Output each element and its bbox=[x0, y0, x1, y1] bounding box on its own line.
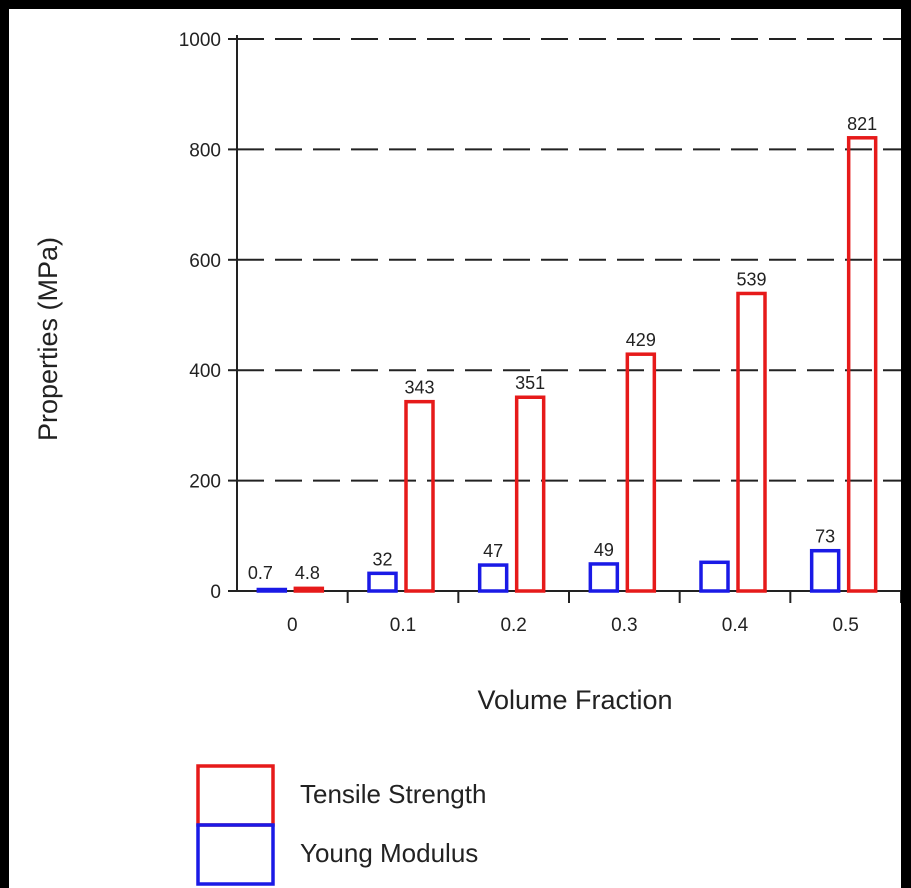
y-tick-label: 200 bbox=[189, 472, 221, 493]
bar-young-modulus bbox=[477, 563, 509, 593]
y-tick-label: 600 bbox=[189, 251, 221, 272]
y-tick-label: 800 bbox=[189, 140, 221, 161]
bar-tensile-strength bbox=[293, 586, 325, 593]
data-label: 47 bbox=[483, 541, 503, 561]
tick-labels: 0 200 400 600 800 1000 0 0.1 0.2 0.3 0.4 0.5 bbox=[179, 30, 859, 636]
chart-frame: 0.7 4.8 32 343 47 351 49 429 539 73 821 0 200 400 600… bbox=[9, 9, 901, 888]
x-tick-label: 0.3 bbox=[611, 615, 637, 636]
data-labels: 0.7 4.8 32 343 47 351 49 429 539 73 821 bbox=[248, 114, 877, 583]
bar-tensile-strength bbox=[404, 399, 435, 593]
bars bbox=[256, 136, 878, 593]
legend-label: Tensile Strength bbox=[300, 779, 486, 809]
axes bbox=[228, 35, 901, 603]
bar-young-modulus bbox=[809, 548, 841, 593]
x-tick-label: 0 bbox=[287, 615, 298, 636]
legend-swatch bbox=[196, 764, 275, 827]
data-label: 73 bbox=[815, 527, 835, 547]
x-tick-label: 0.4 bbox=[722, 615, 749, 636]
bar-young-modulus bbox=[256, 587, 288, 593]
data-label: 4.8 bbox=[295, 563, 320, 583]
x-tick-label: 0.2 bbox=[500, 615, 526, 636]
bar-chart: 0.7 4.8 32 343 47 351 49 429 539 73 821 0 200 400 600… bbox=[33, 30, 901, 886]
data-label: 821 bbox=[847, 114, 877, 134]
bar-tensile-strength bbox=[514, 395, 546, 593]
data-label: 0.7 bbox=[248, 563, 273, 583]
data-label: 429 bbox=[626, 330, 656, 350]
data-label: 32 bbox=[372, 549, 392, 569]
bar-tensile-strength bbox=[625, 352, 657, 593]
bar-young-modulus bbox=[699, 560, 730, 593]
legend-label: Young Modulus bbox=[300, 838, 478, 868]
data-label: 49 bbox=[594, 540, 614, 560]
bar-tensile-strength bbox=[736, 291, 767, 593]
data-label: 351 bbox=[515, 373, 545, 393]
y-tick-label: 1000 bbox=[179, 30, 221, 51]
bar-young-modulus bbox=[367, 571, 398, 593]
legend: Tensile Strength Young Modulus bbox=[196, 764, 486, 886]
x-axis-title: Volume Fraction bbox=[477, 685, 672, 715]
x-tick-label: 0.1 bbox=[390, 615, 416, 636]
bar-tensile-strength bbox=[846, 136, 878, 593]
y-axis-title: Properties (MPa) bbox=[33, 237, 63, 441]
bar-young-modulus bbox=[588, 562, 620, 593]
y-tick-label: 0 bbox=[210, 582, 221, 603]
x-tick-label: 0.5 bbox=[832, 615, 858, 636]
legend-swatch bbox=[196, 823, 275, 886]
gridlines bbox=[237, 38, 901, 482]
y-tick-label: 400 bbox=[189, 361, 221, 382]
data-label: 343 bbox=[404, 378, 434, 398]
data-label: 539 bbox=[736, 269, 766, 289]
